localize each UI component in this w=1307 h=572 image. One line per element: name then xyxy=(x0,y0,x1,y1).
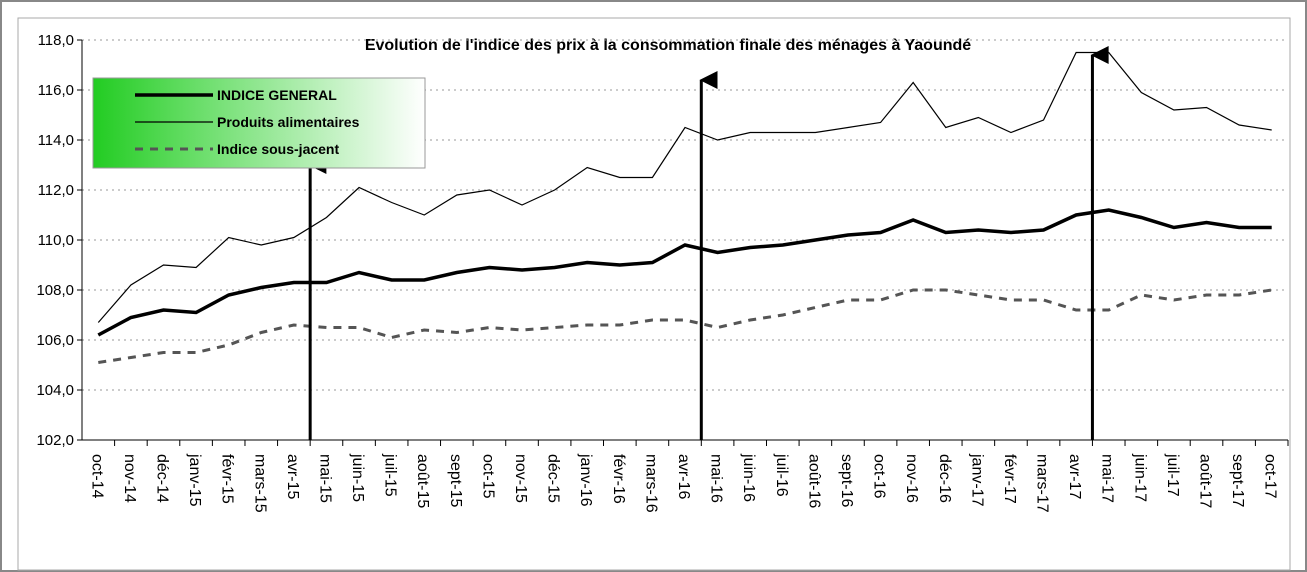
series-line xyxy=(98,288,1272,364)
x-tick-label: oct-15 xyxy=(479,454,496,499)
x-tick-label: oct-14 xyxy=(88,454,105,499)
series-line xyxy=(97,208,1272,337)
legend-label: INDICE GENERAL xyxy=(217,87,337,103)
x-tick-label: févr-17 xyxy=(1001,454,1018,504)
x-tick-label: mars-16 xyxy=(642,454,659,513)
series-line xyxy=(97,51,1272,323)
y-tick-label: 116,0 xyxy=(38,82,74,99)
x-tick-label: août-17 xyxy=(1197,454,1214,508)
x-tick-label: avr-15 xyxy=(284,454,301,499)
x-tick-label: juil-17 xyxy=(1164,453,1181,497)
legend-label: Produits alimentaires xyxy=(217,114,360,130)
x-tick-label: avr-16 xyxy=(675,454,692,499)
x-tick-label: févr-15 xyxy=(219,454,236,504)
x-tick-label: mars-15 xyxy=(251,454,268,513)
legend-box xyxy=(92,77,426,169)
x-tick-label: nov-16 xyxy=(903,454,920,503)
x-tick-label: nov-15 xyxy=(512,454,529,503)
x-tick-label: janv-15 xyxy=(186,453,203,507)
y-tick-label: 114,0 xyxy=(38,132,74,149)
y-tick-label: 106,0 xyxy=(36,332,74,349)
x-tick-label: sept-15 xyxy=(447,454,464,507)
x-tick-label: août-15 xyxy=(414,454,431,508)
y-tick-label: 104,0 xyxy=(36,382,74,399)
x-tick-label: mai-16 xyxy=(708,454,725,503)
x-tick-label: juil-15 xyxy=(382,453,399,497)
x-tick-label: mai-17 xyxy=(1099,454,1116,503)
x-tick-label: avr-17 xyxy=(1066,454,1083,499)
x-tick-label: juil-16 xyxy=(773,453,790,497)
x-tick-label: juin-16 xyxy=(740,453,757,502)
inner-frame xyxy=(17,17,1291,571)
x-tick-label: nov-14 xyxy=(121,454,138,503)
x-tick-label: mai-15 xyxy=(316,454,333,503)
y-tick-label: 108,0 xyxy=(36,282,74,299)
x-tick-label: déc-16 xyxy=(936,454,953,503)
x-tick-label: janv-16 xyxy=(577,453,594,507)
x-tick-label: oct-17 xyxy=(1262,454,1279,499)
x-tick-label: oct-16 xyxy=(871,454,888,499)
x-tick-label: févr-16 xyxy=(610,454,627,504)
x-tick-label: juin-15 xyxy=(349,453,366,502)
legend-label: Indice sous-jacent xyxy=(217,141,339,157)
x-tick-label: janv-17 xyxy=(968,453,985,507)
x-tick-label: sept-17 xyxy=(1229,454,1246,507)
x-tick-label: août-16 xyxy=(805,454,822,508)
y-tick-label: 118,0 xyxy=(38,32,74,49)
x-tick-label: sept-16 xyxy=(838,454,855,507)
x-tick-label: déc-14 xyxy=(153,454,170,503)
y-tick-label: 110,0 xyxy=(38,232,74,249)
x-tick-label: mars-17 xyxy=(1034,454,1051,513)
x-tick-label: déc-15 xyxy=(545,454,562,503)
y-tick-label: 102,0 xyxy=(36,432,74,449)
x-tick-label: juin-17 xyxy=(1131,453,1148,502)
y-tick-label: 112,0 xyxy=(38,182,74,199)
chart-title: Evolution de l'indice des prix à la cons… xyxy=(365,37,971,54)
